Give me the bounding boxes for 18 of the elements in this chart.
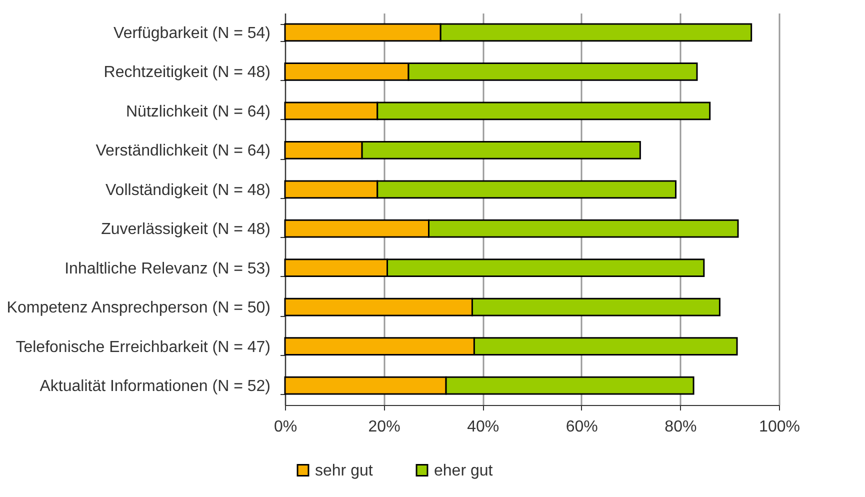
x-tick-label: 60% [566, 418, 598, 436]
y-tick-label: Rechtzeitigkeit (N = 48) [104, 64, 270, 82]
y-tick-label: Verfügbarkeit (N = 54) [114, 24, 270, 42]
y-tick-label: Telefonische Erreichbarkeit (N = 47) [16, 338, 270, 356]
y-tick-label: Kompetenz Ansprechperson (N = 50) [6, 300, 270, 317]
legend-label: sehr gut [315, 462, 374, 480]
y-tick-label: Vollständigkeit (N = 48) [106, 182, 270, 199]
x-tick-label: 80% [664, 418, 697, 436]
x-tick-label: 0% [274, 418, 298, 436]
y-tick-label: Zuverlässigkeit (N = 48) [101, 221, 270, 238]
legend-label: eher gut [434, 462, 494, 480]
y-tick-label: Nützlichkeit (N = 64) [126, 103, 270, 120]
y-tick-label: Aktualität Informationen (N = 52) [40, 378, 270, 396]
x-tick-label: 20% [368, 418, 400, 436]
y-tick-label: Verständlichkeit (N = 64) [96, 142, 270, 160]
y-tick-label: Inhaltliche Relevanz (N = 53) [64, 260, 270, 278]
x-tick-label: 100% [759, 418, 800, 436]
x-tick-label: 40% [467, 418, 500, 436]
